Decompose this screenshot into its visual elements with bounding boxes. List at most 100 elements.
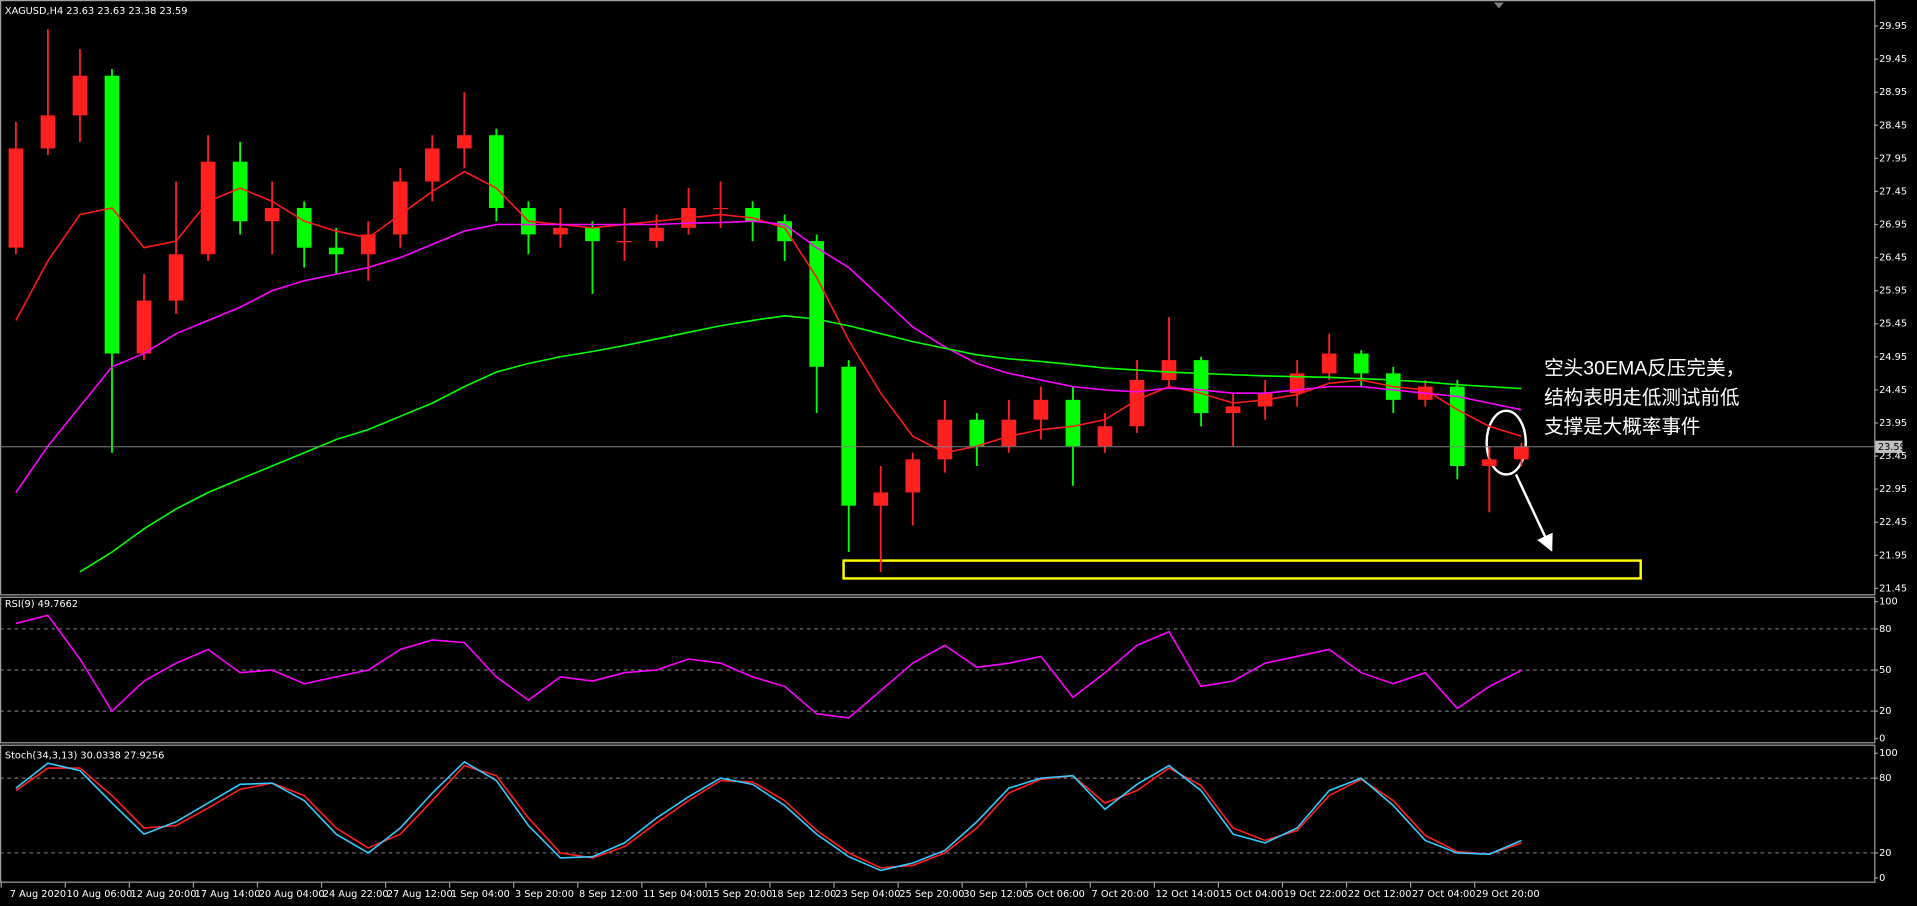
series-line [15,760,1522,872]
annotation: 空头30EMA反压完美， [1544,357,1745,379]
x-tick-label: 12 Oct 14:00 [1156,889,1220,900]
y-tick-label: 0 [1879,873,1885,884]
y-tick-label: 25.45 [1879,319,1907,330]
x-tick-label: 11 Sep 04:00 [643,889,708,900]
y-tick-label: 21.45 [1879,583,1907,594]
x-tick-label: 15 Sep 20:00 [707,889,772,900]
x-tick-label: 19 Oct 22:00 [1284,889,1348,900]
support-zone [842,559,1642,580]
candle-body [1097,426,1113,447]
candle-body [905,459,921,493]
y-tick-label: 100 [1879,597,1898,608]
y-tick-label: 24.45 [1879,385,1907,396]
y-tick-label: 27.95 [1879,153,1907,164]
candle-body [937,419,953,460]
candle-body [841,366,857,506]
y-tick-label: 20 [1879,848,1891,859]
y-tick-label: 80 [1879,624,1891,635]
candle-body [1449,386,1465,466]
y-tick-label: 0 [1879,733,1885,744]
panel-title: RSI(9) 49.7662 [5,599,78,610]
panel-title: XAGUSD,H4 23.63 23.63 23.38 23.59 [5,6,188,17]
candle-body [873,492,889,506]
candle-body [104,75,120,354]
candle-body [360,234,376,255]
x-tick-label: 12 Aug 20:00 [131,889,197,900]
candle-body [1193,360,1209,414]
candle-body [232,161,248,222]
y-tick-label: 21.95 [1879,550,1907,561]
candle-body [72,75,88,116]
y-tick-label: 25.95 [1879,286,1907,297]
candle-body [1065,399,1081,447]
candle-body [392,181,408,235]
x-tick-label: 15 Oct 04:00 [1220,889,1284,900]
current-price-label: 23.59 [1878,442,1906,453]
y-tick-label: 20 [1879,706,1891,717]
candle-body [1225,406,1241,414]
candle-body [1482,459,1497,466]
candle-body [1514,446,1529,460]
x-tick-label: 23 Sep 04:00 [835,889,900,900]
candle-body [489,135,504,208]
candle-body [809,241,825,367]
candle-body [40,115,56,149]
current-price-box [1875,440,1903,453]
x-tick-label: 29 Oct 20:00 [1476,889,1540,900]
y-tick-label: 22.45 [1879,517,1907,528]
candle-body [8,148,24,248]
plot-layer: 21.45 21.95 22.45 22.95 23.45 23.95 24.45 24.95… [0,6,1907,900]
y-tick-label: 26.95 [1879,220,1907,231]
candle-body [456,135,472,149]
series-line [15,764,1522,869]
x-tick-label: 30 Sep 12:00 [963,889,1028,900]
main-panel [0,0,1876,596]
x-tick-label: 10 Aug 06:00 [67,889,133,900]
candle-body [328,247,344,255]
y-tick-label: 23.45 [1879,451,1907,462]
y-tick-label: 50 [1879,665,1891,676]
candle-body [1289,373,1305,394]
x-tick-label: 8 Sep 12:00 [579,889,638,900]
series-line [15,614,1522,719]
x-tick-label: 27 Oct 04:00 [1412,889,1476,900]
annotation: 结构表明走低测试前低 [1544,387,1739,409]
y-tick-label: 27.45 [1879,186,1907,197]
x-tick-label: 7 Aug 2020 [10,889,66,900]
arrow [1514,473,1553,552]
series-line [79,315,1522,573]
annotation: 支撑是大概率事件 [1544,416,1700,438]
panel-title: Stoch(34,3,13) 30.0338 27.9256 [5,751,164,762]
candle-body [1321,353,1337,374]
y-tick-label: 23.95 [1879,418,1907,429]
candle-body [969,419,985,447]
candle-body [1353,353,1369,374]
candle-body [136,300,152,354]
stoch-panel [0,744,1876,883]
y-tick-label: 29.95 [1879,21,1907,32]
y-tick-label: 24.95 [1879,352,1907,363]
x-tick-label: 18 Sep 12:00 [771,889,836,900]
highlight-circle [1485,409,1527,476]
candle-body [553,227,568,235]
x-tick-label: 1 Sep 04:00 [451,889,510,900]
y-tick-label: 100 [1879,748,1898,759]
x-tick-label: 27 Aug 12:00 [387,889,453,900]
y-tick-label: 29.45 [1879,54,1907,65]
candle-body [617,241,632,243]
candle-body [649,227,664,242]
series-line [15,220,1522,493]
x-tick-label: 17 Aug 14:00 [195,889,261,900]
x-tick-label: 25 Sep 20:00 [899,889,964,900]
x-tick-label: 3 Sep 20:00 [515,889,574,900]
candle-body [1001,419,1017,447]
candle-body [585,227,600,242]
candle-body [1033,399,1049,420]
candle-body [200,161,216,255]
y-tick-label: 28.45 [1879,120,1907,131]
x-tick-label: 7 Oct 20:00 [1092,889,1149,900]
candle-body [296,207,312,248]
candle-body [264,207,280,222]
x-tick-label: 20 Aug 04:00 [259,889,325,900]
